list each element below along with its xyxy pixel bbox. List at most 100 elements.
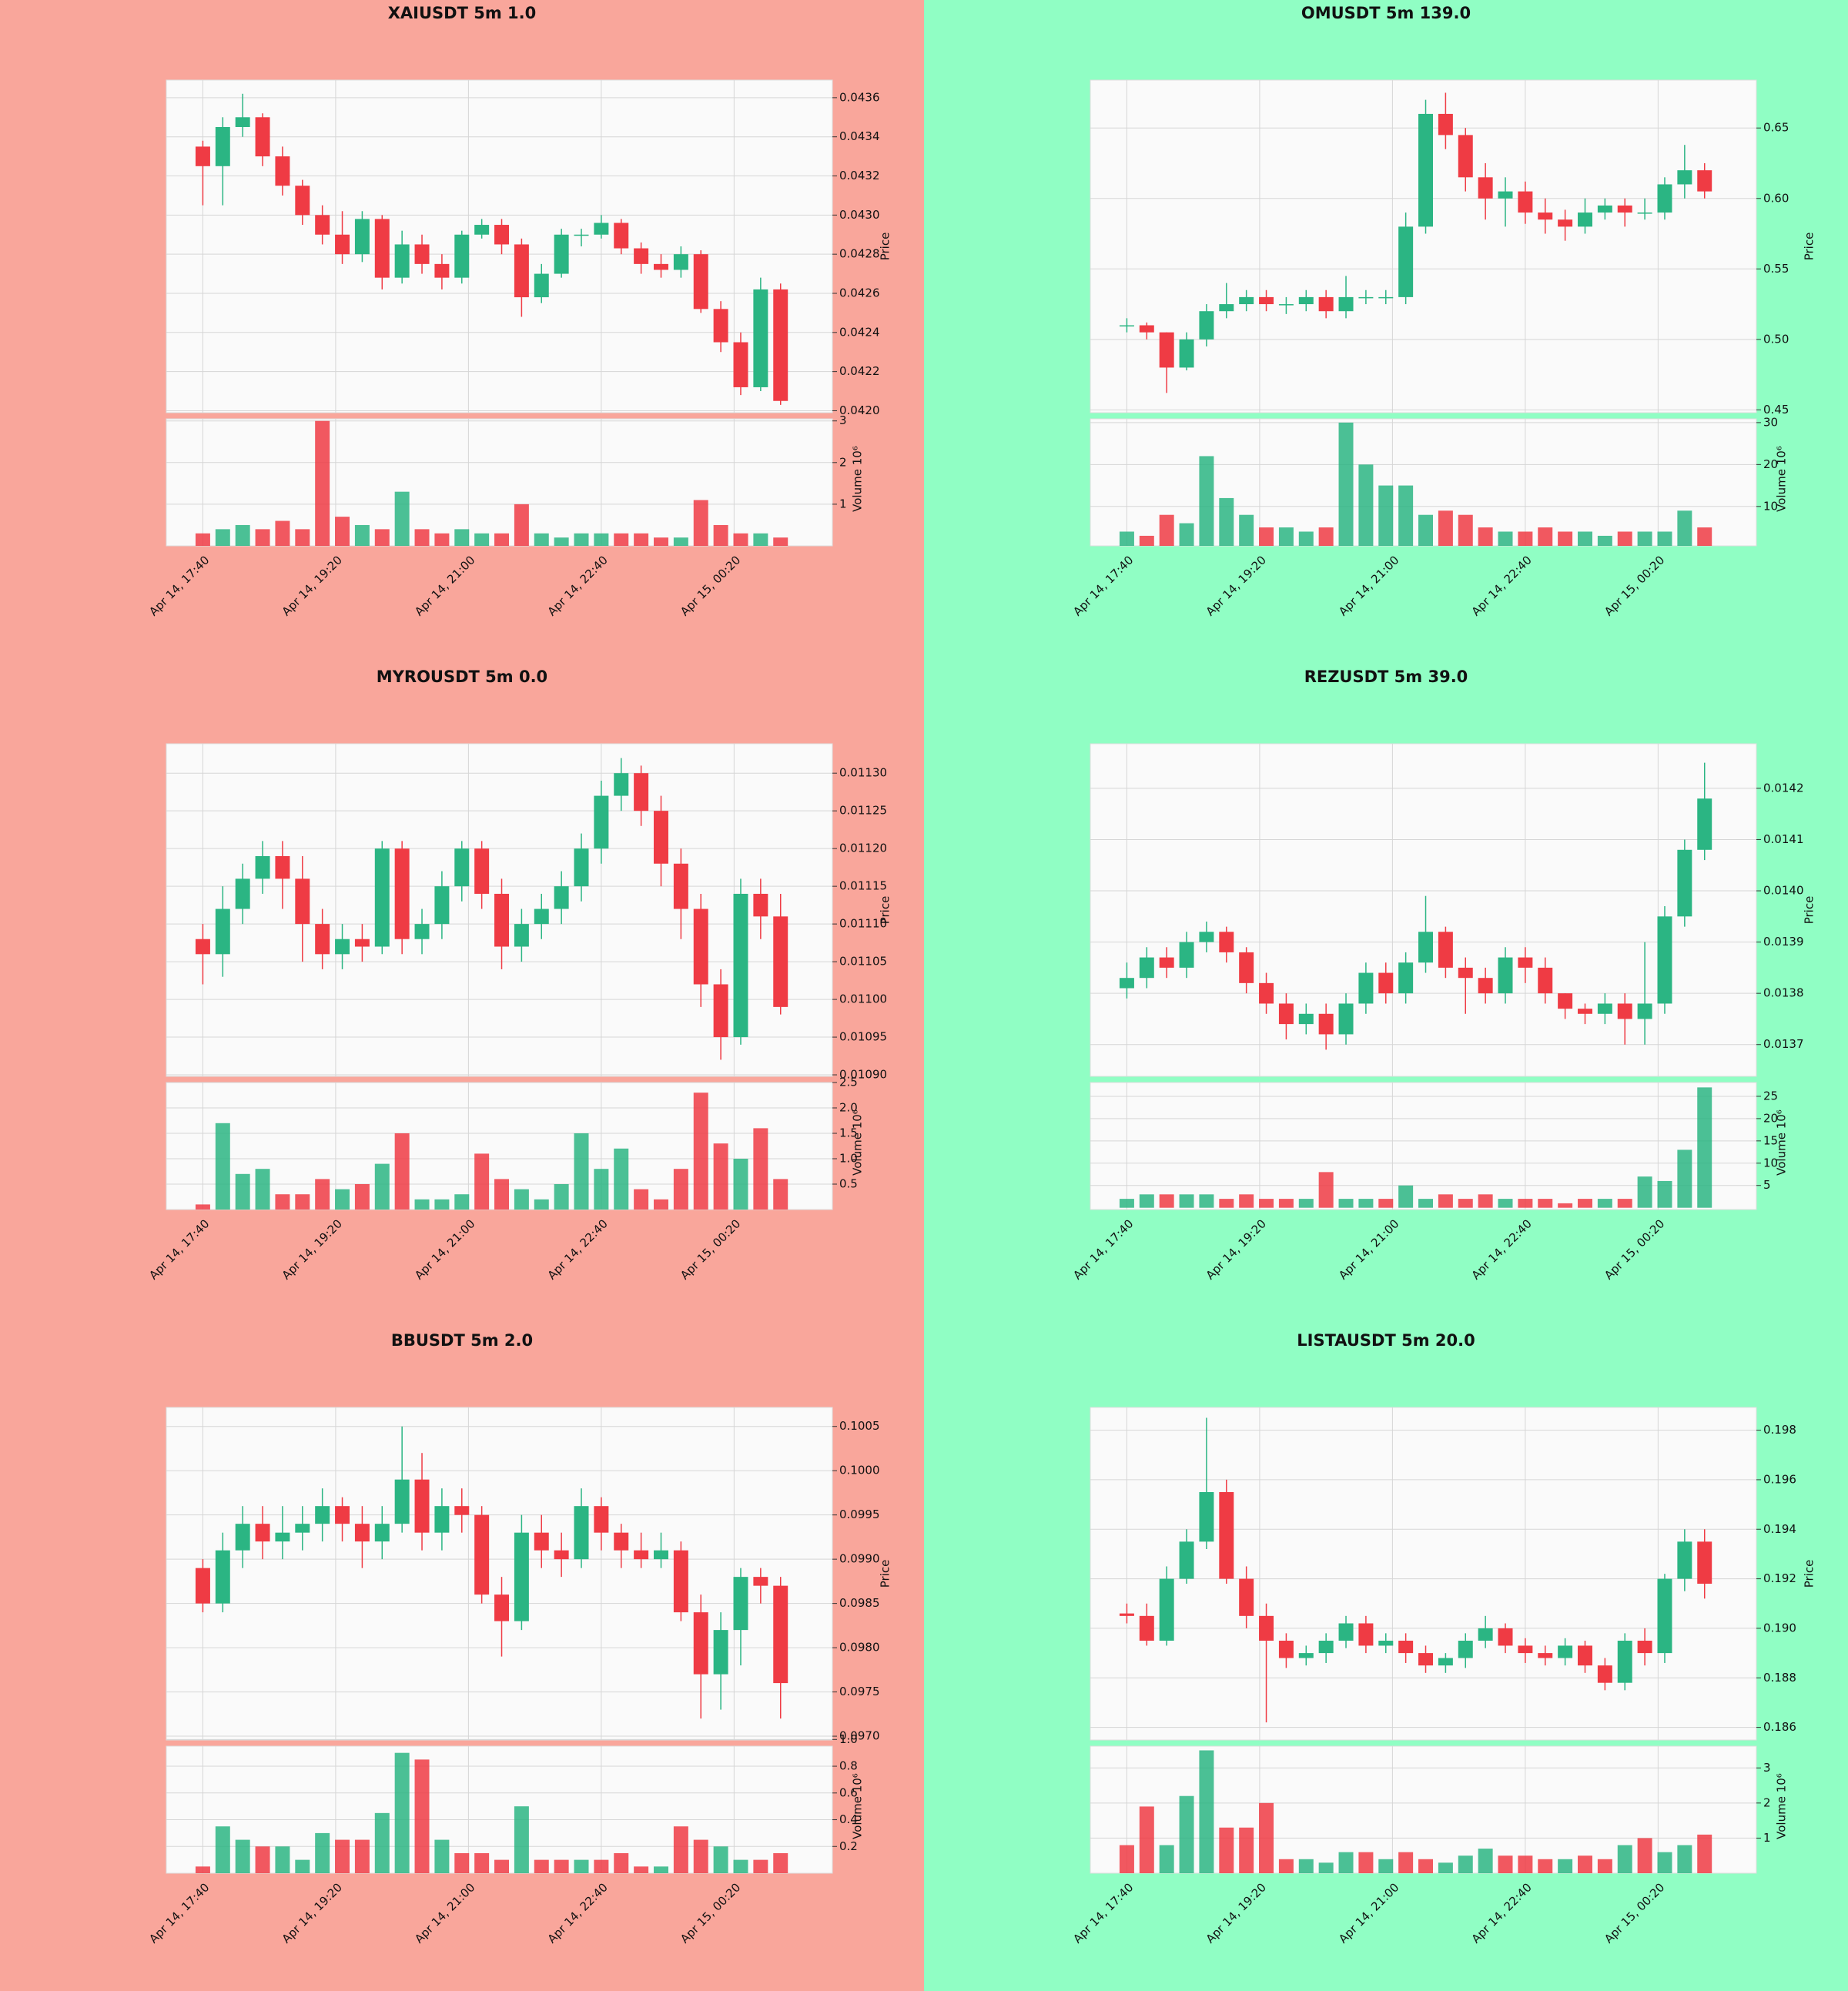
y-tick-label: 0.65 — [1763, 121, 1789, 135]
volume-bar — [1338, 1199, 1354, 1208]
volume-bar — [374, 529, 390, 546]
volume-bar — [1239, 1827, 1254, 1873]
y-tick-label: 0.01115 — [839, 879, 887, 893]
y-axis-label: Price — [879, 233, 892, 261]
candle-body — [1657, 184, 1672, 213]
y-tick-label: 0.198 — [1763, 1423, 1796, 1437]
volume-tick-label: 3 — [1763, 1761, 1771, 1775]
volume-tick-label: 30 — [1763, 415, 1778, 429]
candle-body — [374, 219, 390, 278]
volume-bar — [1318, 1862, 1334, 1873]
candle-body — [1697, 1541, 1712, 1584]
candle-body — [634, 248, 649, 264]
volume-bar — [195, 1866, 210, 1873]
volume-bar — [614, 533, 629, 546]
volume-bar — [1458, 1199, 1473, 1208]
candle-body — [574, 234, 589, 236]
volume-bar — [673, 1826, 688, 1873]
volume-bar — [335, 517, 350, 546]
candle-body — [534, 1532, 549, 1551]
candle-body — [1677, 170, 1692, 185]
candle-body — [1139, 957, 1154, 979]
candle-body — [574, 848, 589, 887]
volume-bar — [1398, 1185, 1414, 1208]
volume-bar — [275, 520, 290, 546]
volume-bar — [1239, 1194, 1254, 1208]
volume-tick-label: 0.5 — [839, 1177, 858, 1191]
volume-tick-label: 0.6 — [839, 1785, 858, 1799]
volume-bar — [434, 533, 450, 546]
volume-tick-label: 1 — [839, 497, 847, 510]
y-tick-label: 0.0420 — [839, 403, 880, 417]
volume-bar — [1358, 1852, 1374, 1873]
volume-bar — [1298, 1199, 1314, 1208]
y-tick-label: 0.60 — [1763, 191, 1789, 205]
price-panel — [1090, 743, 1757, 1077]
volume-bar — [1259, 1199, 1274, 1208]
candle-body — [1139, 1615, 1154, 1641]
candle-body — [335, 939, 350, 955]
y-axis-label: Price — [1803, 896, 1816, 925]
candle-body — [554, 886, 569, 909]
candle-body — [1518, 1645, 1533, 1654]
volume-bar — [733, 533, 748, 546]
y-tick-label: 0.01130 — [839, 766, 887, 780]
volume-bar — [1378, 1199, 1394, 1208]
candle-body — [1637, 1003, 1652, 1019]
candle-body — [454, 1506, 470, 1515]
volume-bar — [1358, 464, 1374, 546]
candle-body — [1657, 1578, 1672, 1654]
volume-bar — [1657, 1852, 1672, 1873]
y-tick-label: 0.01090 — [839, 1068, 887, 1082]
candle-body — [1278, 304, 1294, 306]
candle-body — [394, 848, 410, 939]
volume-bar — [1378, 485, 1394, 546]
candle-body — [235, 1524, 250, 1551]
volume-axis-label: Volume 10⁶ — [1775, 1773, 1789, 1839]
volume-bar — [374, 1163, 390, 1210]
candle-body — [1318, 1013, 1334, 1035]
volume-bar — [1617, 1199, 1632, 1208]
candle-body — [1119, 978, 1134, 989]
volume-bar — [773, 537, 788, 546]
y-tick-label: 0.190 — [1763, 1621, 1796, 1635]
candle-body — [1657, 916, 1672, 1004]
volume-bar — [374, 1812, 390, 1873]
volume-bar — [1179, 523, 1194, 546]
y-tick-label: 0.0970 — [839, 1729, 880, 1743]
volume-bar — [1637, 531, 1652, 546]
volume-bar — [1179, 1795, 1194, 1873]
volume-bar — [1139, 535, 1154, 546]
volume-bar — [434, 1199, 450, 1210]
candle-body — [1239, 952, 1254, 983]
candle-body — [1219, 1492, 1234, 1579]
candle-body — [1318, 296, 1334, 312]
volume-tick-label: 20 — [1763, 457, 1778, 471]
candle-body — [1418, 113, 1434, 227]
volume-tick-label: 3 — [839, 413, 847, 427]
volume-bar — [1278, 1859, 1294, 1873]
candle-body — [733, 893, 748, 1038]
y-tick-label: 0.192 — [1763, 1571, 1796, 1585]
y-tick-label: 0.01110 — [839, 917, 887, 931]
candle-body — [1438, 113, 1453, 136]
volume-bar — [1259, 527, 1274, 546]
candle-body — [1677, 1541, 1692, 1579]
volume-bar — [1199, 1750, 1214, 1873]
volume-bar — [315, 1179, 330, 1210]
volume-bar — [654, 1866, 668, 1873]
volume-bar — [693, 1093, 708, 1210]
volume-bar — [1338, 1852, 1354, 1873]
candle-body — [1298, 1653, 1314, 1658]
volume-bar — [594, 533, 609, 546]
candle-body — [673, 254, 688, 270]
volume-bar — [1558, 531, 1573, 546]
volume-bar — [574, 533, 589, 546]
y-tick-label: 0.55 — [1763, 262, 1789, 276]
candle-body — [1398, 962, 1414, 994]
candle-body — [215, 908, 230, 955]
y-tick-label: 0.01095 — [839, 1030, 887, 1044]
candle-body — [1378, 972, 1394, 994]
candle-body — [494, 225, 510, 245]
